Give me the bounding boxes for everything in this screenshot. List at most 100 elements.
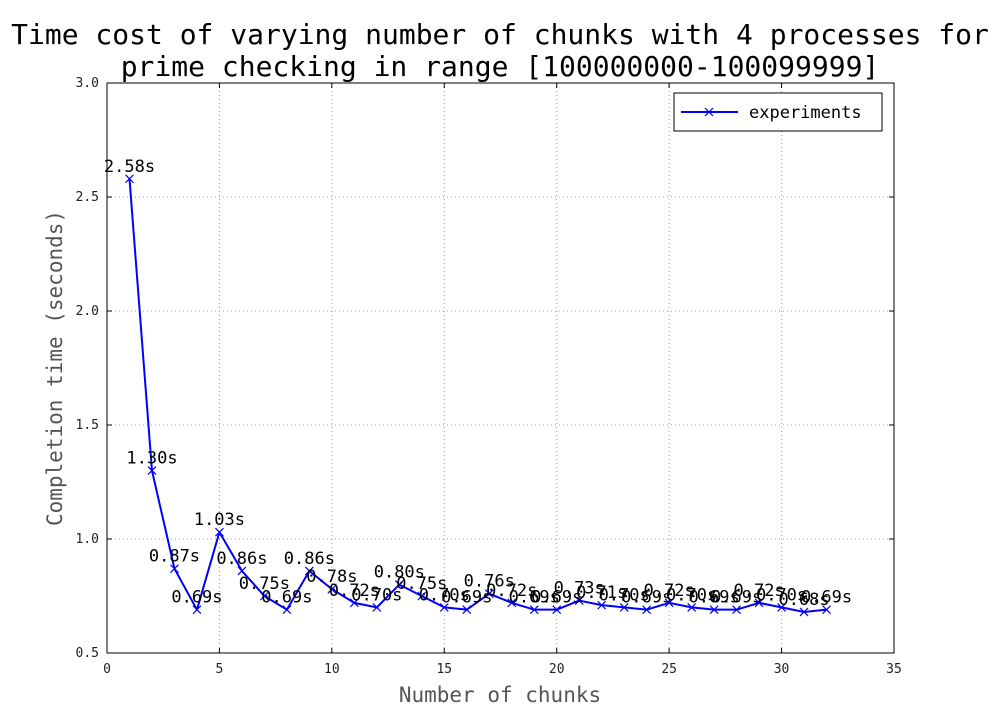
series-experiments xyxy=(125,174,831,617)
data-point xyxy=(237,566,247,576)
x-axis-label: Number of chunks xyxy=(399,683,601,707)
data-label: 0.86s xyxy=(216,549,267,569)
data-point xyxy=(552,605,562,615)
x-tick-label: 25 xyxy=(661,662,677,677)
data-point xyxy=(597,600,607,610)
y-tick-label: 0.5 xyxy=(76,646,99,661)
data-label: 0.70s xyxy=(351,585,402,605)
data-point xyxy=(170,564,179,574)
series-line-experiments xyxy=(128,178,827,613)
legend-marker xyxy=(704,107,714,117)
x-tick-label: 10 xyxy=(324,662,340,677)
data-point-marker-stroke xyxy=(215,527,224,537)
data-point xyxy=(754,598,764,608)
data-label: 0.72s xyxy=(486,581,537,601)
data-point xyxy=(574,596,584,605)
y-tick-label: 1.0 xyxy=(76,532,99,547)
data-point xyxy=(529,605,539,615)
chart-title-line-2: prime checking in range [100000000-10009… xyxy=(121,50,880,83)
data-label: 0.69s xyxy=(801,588,852,608)
data-point xyxy=(349,598,359,608)
data-point-marker-stroke xyxy=(394,580,404,590)
chart-title-line-1: Time cost of varying number of chunks wi… xyxy=(11,18,989,51)
data-point xyxy=(417,591,427,601)
data-label: 0.75s xyxy=(239,574,290,594)
data-point-marker-stroke xyxy=(484,589,494,599)
data-point-marker-stroke xyxy=(192,605,202,615)
data-point xyxy=(192,605,202,615)
data-point-marker-stroke xyxy=(304,566,314,576)
data-point-marker-stroke xyxy=(709,605,719,615)
data-label: 0.87s xyxy=(149,547,200,567)
data-point xyxy=(484,589,494,599)
data-label: 1.03s xyxy=(194,510,245,530)
data-point-marker-stroke xyxy=(754,598,764,608)
data-label: 0.69s xyxy=(689,588,740,608)
data-point-marker-stroke xyxy=(282,605,292,615)
data-label: 0.69s xyxy=(171,588,222,608)
data-point-marker-stroke xyxy=(552,605,562,615)
data-point xyxy=(507,598,517,608)
legend-entry-experiments: experiments xyxy=(749,103,862,123)
data-point xyxy=(372,602,382,612)
data-point-marker-stroke xyxy=(237,566,247,576)
data-point xyxy=(777,602,786,612)
data-point-marker-stroke xyxy=(619,602,629,612)
axis-ticks: 0 5 10 15 20 25 30 35 0.5 1.0 1.5 2.0 2.5 3.0 xyxy=(76,76,902,677)
data-label: 0.69s xyxy=(261,588,312,608)
data-point-marker-stroke xyxy=(799,607,809,617)
data-point-marker-stroke xyxy=(417,591,427,601)
data-label: 0.70s xyxy=(599,585,650,605)
data-point xyxy=(687,602,697,612)
data-point-marker-stroke xyxy=(822,605,831,615)
data-point-marker-stroke xyxy=(529,605,539,615)
data-point-marker-stroke xyxy=(777,602,786,612)
data-point xyxy=(642,605,652,615)
data-point-marker-stroke xyxy=(147,466,157,476)
data-point xyxy=(664,598,674,608)
data-point-marker-stroke xyxy=(732,605,742,615)
data-label: 0.70s xyxy=(419,585,470,605)
data-point-marker-stroke xyxy=(125,174,134,184)
data-point xyxy=(619,602,629,612)
data-point-marker-stroke xyxy=(462,605,472,615)
y-tick-label: 2.5 xyxy=(76,190,99,205)
data-label: 1.30s xyxy=(126,449,177,469)
legend: experiments xyxy=(673,92,883,132)
data-label: 2.58s xyxy=(104,157,155,177)
x-tick-label: 0 xyxy=(103,662,111,677)
data-label: 0.80s xyxy=(374,563,425,583)
data-label: 0.72s xyxy=(733,581,784,601)
data-point xyxy=(799,607,809,617)
data-label: 0.78s xyxy=(306,567,357,587)
x-tick-label: 35 xyxy=(886,662,902,677)
data-label: 0.69s xyxy=(621,588,672,608)
data-point-marker-stroke xyxy=(687,602,697,612)
data-label: 0.86s xyxy=(284,549,335,569)
data-point-marker-stroke xyxy=(574,596,584,605)
data-label: 0.69s xyxy=(711,588,762,608)
data-point-marker-stroke xyxy=(170,564,179,574)
data-point-marker-stroke xyxy=(327,584,337,594)
data-label: 0.70s xyxy=(756,585,807,605)
data-point-marker-stroke xyxy=(597,600,607,610)
x-tick-label: 20 xyxy=(549,662,565,677)
data-label: 0.72s xyxy=(644,581,695,601)
y-axis-label: Completion time (seconds) xyxy=(43,210,67,526)
data-point xyxy=(215,527,224,537)
y-tick-label: 2.0 xyxy=(76,304,99,319)
x-tick-label: 30 xyxy=(774,662,790,677)
data-labels: 2.58s1.30s0.87s0.69s1.03s0.86s0.75s0.69s… xyxy=(104,157,852,610)
data-point xyxy=(259,591,269,601)
data-point xyxy=(822,605,831,615)
data-point-marker-stroke xyxy=(372,602,382,612)
data-point-marker-stroke xyxy=(664,598,674,608)
data-point-marker-stroke xyxy=(507,598,517,608)
data-point xyxy=(462,605,472,615)
data-label: 0.69s xyxy=(441,588,492,608)
x-tick-label: 15 xyxy=(436,662,452,677)
data-point xyxy=(147,466,157,476)
plot-area xyxy=(106,82,895,654)
data-point xyxy=(709,605,719,615)
